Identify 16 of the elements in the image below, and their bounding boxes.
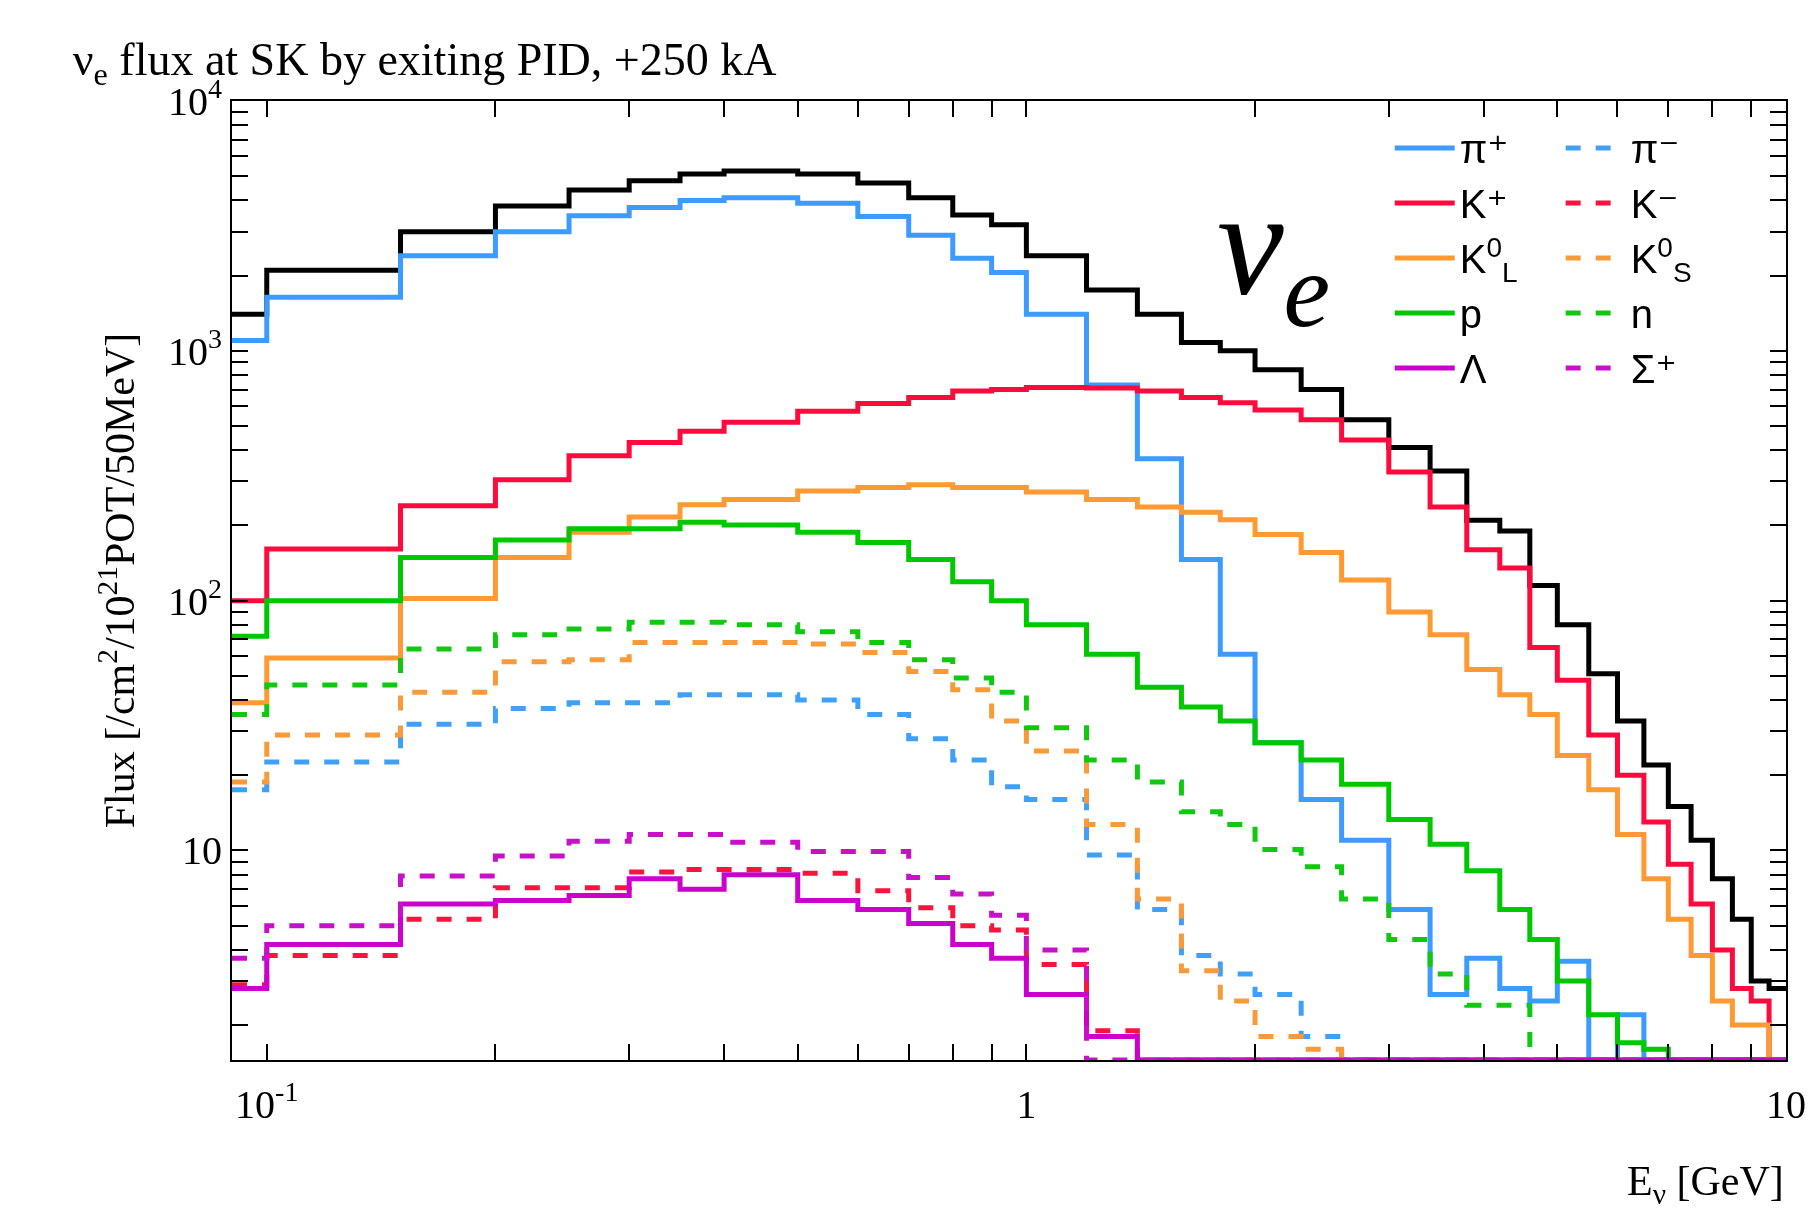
legend-label: Λ (1459, 347, 1487, 392)
x-tick-label: 10$^{-1}$ (235, 1076, 299, 1127)
legend-label: π⁺ (1459, 127, 1509, 172)
y-tick-label: 10$^{2}$ (168, 572, 222, 624)
legend-label: K⁺ (1459, 182, 1508, 227)
x-tick-label: 10 (1766, 1082, 1806, 1127)
x-tick-label: 1 (1016, 1082, 1037, 1127)
legend-label: p (1459, 292, 1482, 337)
annotation: ν$_{e}$ (1217, 160, 1331, 349)
legend-label: n (1630, 292, 1653, 337)
legend-label: K⁻ (1630, 182, 1679, 227)
y-tick-label: 10$^{3}$ (168, 323, 222, 374)
y-tick-label: 10 (182, 828, 222, 874)
x-axis-title: E$_{ν}$ [GeV] (1627, 1158, 1784, 1210)
legend-label: Σ⁺ (1630, 347, 1677, 392)
legend-label: π⁻ (1630, 127, 1680, 172)
